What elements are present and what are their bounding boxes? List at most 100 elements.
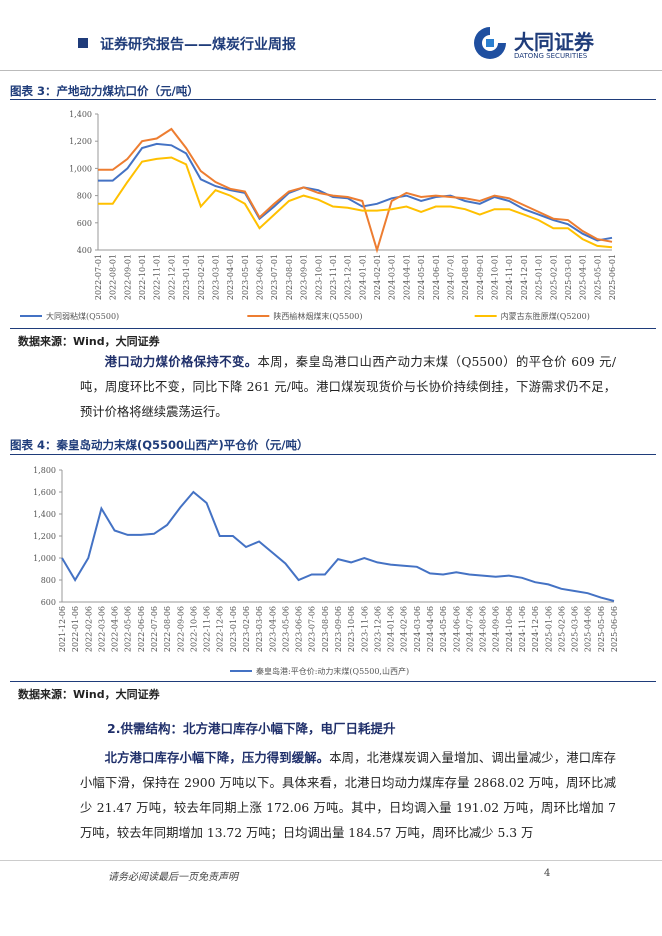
- header-title: 证券研究报告——煤炭行业周报: [100, 37, 296, 53]
- y-tick-label: 800: [41, 576, 56, 585]
- source: 数据来源：Wind，大同证券: [18, 335, 160, 348]
- x-tick-label: 2025-06-01: [608, 254, 617, 300]
- legend-label: 内蒙古东胜原煤(Q5200): [501, 311, 590, 321]
- x-tick-label: 2023-08-06: [321, 606, 330, 652]
- y-tick-label: 1,600: [33, 488, 56, 497]
- x-tick-label: 2023-03-01: [211, 254, 220, 300]
- x-tick-label: 2022-04-06: [111, 606, 120, 652]
- chart: 400 600 800 1,000 1,200 1,400 2022-07-01 2022-0…: [20, 110, 617, 321]
- x-tick-label: 2024-12-01: [520, 254, 529, 300]
- x-tick-label: 2025-01-01: [535, 254, 544, 300]
- x-tick-label: 2023-04-06: [268, 606, 277, 652]
- chart: 600 800 1,000 1,200 1,400 1,600 1,800 2021-12-0…: [33, 466, 619, 676]
- header-rule: [0, 70, 662, 71]
- x-tick-label: 2023-12-01: [344, 254, 353, 300]
- x-tick-label: 2024-05-01: [417, 254, 426, 300]
- y-tick-label: 1,400: [33, 510, 56, 519]
- y-tick-label: 1,000: [33, 554, 56, 563]
- figure-rule: [10, 99, 656, 100]
- x-tick-label: 2022-07-01: [94, 254, 103, 300]
- x-tick-label: 2024-01-06: [387, 606, 396, 652]
- x-tick-label: 2024-06-06: [452, 606, 461, 652]
- x-tick-label: 2023-01-01: [182, 254, 191, 300]
- footer-note: 请务必阅读最后一页免责声明: [108, 872, 238, 883]
- x-tick-label: 2023-02-01: [197, 254, 206, 300]
- x-tick-label: 2023-12-06: [373, 606, 382, 652]
- y-tick-label: 1,400: [69, 110, 92, 119]
- x-tick-label: 2022-03-06: [97, 606, 106, 652]
- logo-en: DATONG SECURITIES: [514, 52, 588, 60]
- x-tick-label: 2024-11-06: [518, 606, 527, 652]
- y-tick-label: 1,200: [33, 532, 56, 541]
- page-number: 4: [544, 868, 551, 879]
- x-tick-label: 2023-11-01: [329, 254, 338, 300]
- figure-label: 图表 4：秦皇岛动力末煤(Q5500山西产)平仓价（元/吨）: [10, 438, 309, 452]
- x-tick-label: 2024-06-01: [432, 254, 441, 300]
- figure-rule: [10, 681, 656, 682]
- x-tick-label: 2024-04-06: [426, 606, 435, 652]
- x-tick-label: 2023-02-06: [242, 606, 251, 652]
- x-tick-label: 2022-10-01: [138, 254, 147, 300]
- header-marker: [78, 38, 88, 48]
- x-tick-label: 2024-09-01: [476, 254, 485, 300]
- legend-label: 秦皇岛港:平仓价:动力末煤(Q5500,山西产): [256, 666, 409, 676]
- x-tick-label: 2024-02-06: [400, 606, 409, 652]
- y-tick-label: 600: [77, 219, 92, 228]
- x-tick-label: 2024-07-06: [465, 606, 474, 652]
- y-tick-label: 400: [77, 246, 92, 255]
- x-tick-label: 2025-04-01: [579, 254, 588, 300]
- x-tick-label: 2023-08-01: [285, 254, 294, 300]
- x-tick-label: 2022-08-06: [163, 606, 172, 652]
- x-tick-label: 2025-04-06: [584, 606, 593, 652]
- x-tick-label: 2024-04-01: [402, 254, 411, 300]
- y-tick-label: 600: [41, 598, 56, 607]
- x-tick-label: 2021-12-06: [58, 606, 67, 652]
- x-tick-label: 2022-02-06: [84, 606, 93, 652]
- x-tick-label: 2023-03-06: [255, 606, 264, 652]
- paragraph-text: 本周，北港煤炭调入量增加、调出量减少，港口库存小幅下滑，保持在 2900 万吨以…: [80, 751, 616, 840]
- paragraph-lead: 北方港口库存小幅下降，压力得到缓解。: [104, 751, 330, 765]
- x-tick-label: 2023-07-01: [270, 254, 279, 300]
- x-tick-label: 2023-06-01: [256, 254, 265, 300]
- data-line: [98, 127, 613, 254]
- x-tick-label: 2025-01-06: [544, 606, 553, 652]
- x-tick-label: 2022-01-06: [71, 606, 80, 652]
- figure-label: 图表 3：产地动力煤坑口价（元/吨）: [10, 84, 199, 98]
- paragraph-lead: 港口动力煤价格保持不变。: [104, 355, 258, 369]
- x-tick-label: 2024-11-01: [505, 254, 514, 300]
- x-tick-label: 2022-11-06: [203, 606, 212, 652]
- x-tick-label: 2024-08-06: [479, 606, 488, 652]
- x-tick-label: 2022-09-01: [123, 254, 132, 300]
- x-tick-label: 2023-10-06: [347, 606, 356, 652]
- y-tick-label: 1,800: [33, 466, 56, 475]
- paragraph: 港口动力煤价格保持不变。本周，秦皇岛港口山西产动力末煤（Q5500）的平仓价 6…: [80, 350, 616, 425]
- x-tick-label: 2022-09-06: [176, 606, 185, 652]
- y-tick-label: 800: [77, 192, 92, 201]
- x-tick-label: 2023-09-06: [334, 606, 343, 652]
- y-tick-label: 1,200: [69, 137, 92, 146]
- x-tick-label: 2025-02-01: [549, 254, 558, 300]
- x-tick-label: 2024-10-06: [505, 606, 514, 652]
- x-tick-label: 2025-05-01: [593, 254, 602, 300]
- x-tick-label: 2022-12-06: [216, 606, 225, 652]
- x-tick-label: 2024-01-01: [358, 254, 367, 300]
- x-tick-label: 2022-11-01: [153, 254, 162, 300]
- y-tick-label: 1,000: [69, 164, 92, 173]
- x-tick-label: 2024-10-01: [491, 254, 500, 300]
- data-line: [98, 142, 613, 242]
- paragraph-text: 本周，秦皇岛港口山西产动力末煤（Q5500）的平仓价 609 元/吨，周度环比不…: [80, 355, 616, 419]
- x-tick-label: 2025-02-06: [557, 606, 566, 652]
- data-line: [98, 156, 613, 249]
- section-heading: 2.供需结构：北方港口库存小幅下降，电厂日耗提升: [107, 721, 396, 736]
- figure-rule: [10, 454, 656, 455]
- x-tick-label: 2023-05-01: [241, 254, 250, 300]
- logo-name: 大同证券: [514, 30, 594, 54]
- x-tick-label: 2023-06-06: [295, 606, 304, 652]
- footer-rule: [0, 860, 662, 861]
- x-tick-label: 2023-04-01: [226, 254, 235, 300]
- x-tick-label: 2022-05-06: [124, 606, 133, 652]
- figure-rule: [10, 328, 656, 329]
- x-tick-label: 2024-02-01: [373, 254, 382, 300]
- x-tick-label: 2022-10-06: [189, 606, 198, 652]
